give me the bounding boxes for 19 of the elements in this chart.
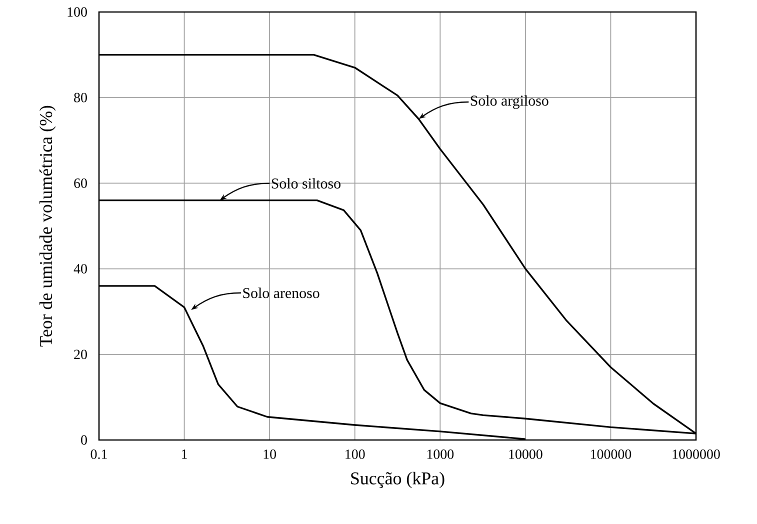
y-tick-label: 0 [81,435,87,445]
y-tick-label: 60 [74,178,87,188]
x-tick-label: 10000 [509,450,542,459]
annotation: Solo argiloso [470,95,548,109]
x-tick-label: 10 [264,450,276,459]
y-tick-label: 20 [74,350,87,360]
y-axis-title: Teor de umidade volumétrica (%) [39,106,56,347]
x-tick-label: 1000000 [672,450,720,459]
x-tick-label: 0.1 [90,450,107,459]
annotation: Solo arenoso [243,288,320,298]
y-tick-label: 80 [74,92,87,102]
x-tick-label: 100000 [591,450,632,459]
annotation: Solo siltoso [272,178,340,189]
x-tick-label: 100 [346,450,365,459]
x-axis-title: Sucção (kPa) [351,472,444,488]
x-tick-label: 1000 [427,450,454,459]
x-tick-label: 1 [182,450,187,459]
y-tick-label: 100 [68,7,87,17]
y-tick-label: 40 [74,264,87,274]
